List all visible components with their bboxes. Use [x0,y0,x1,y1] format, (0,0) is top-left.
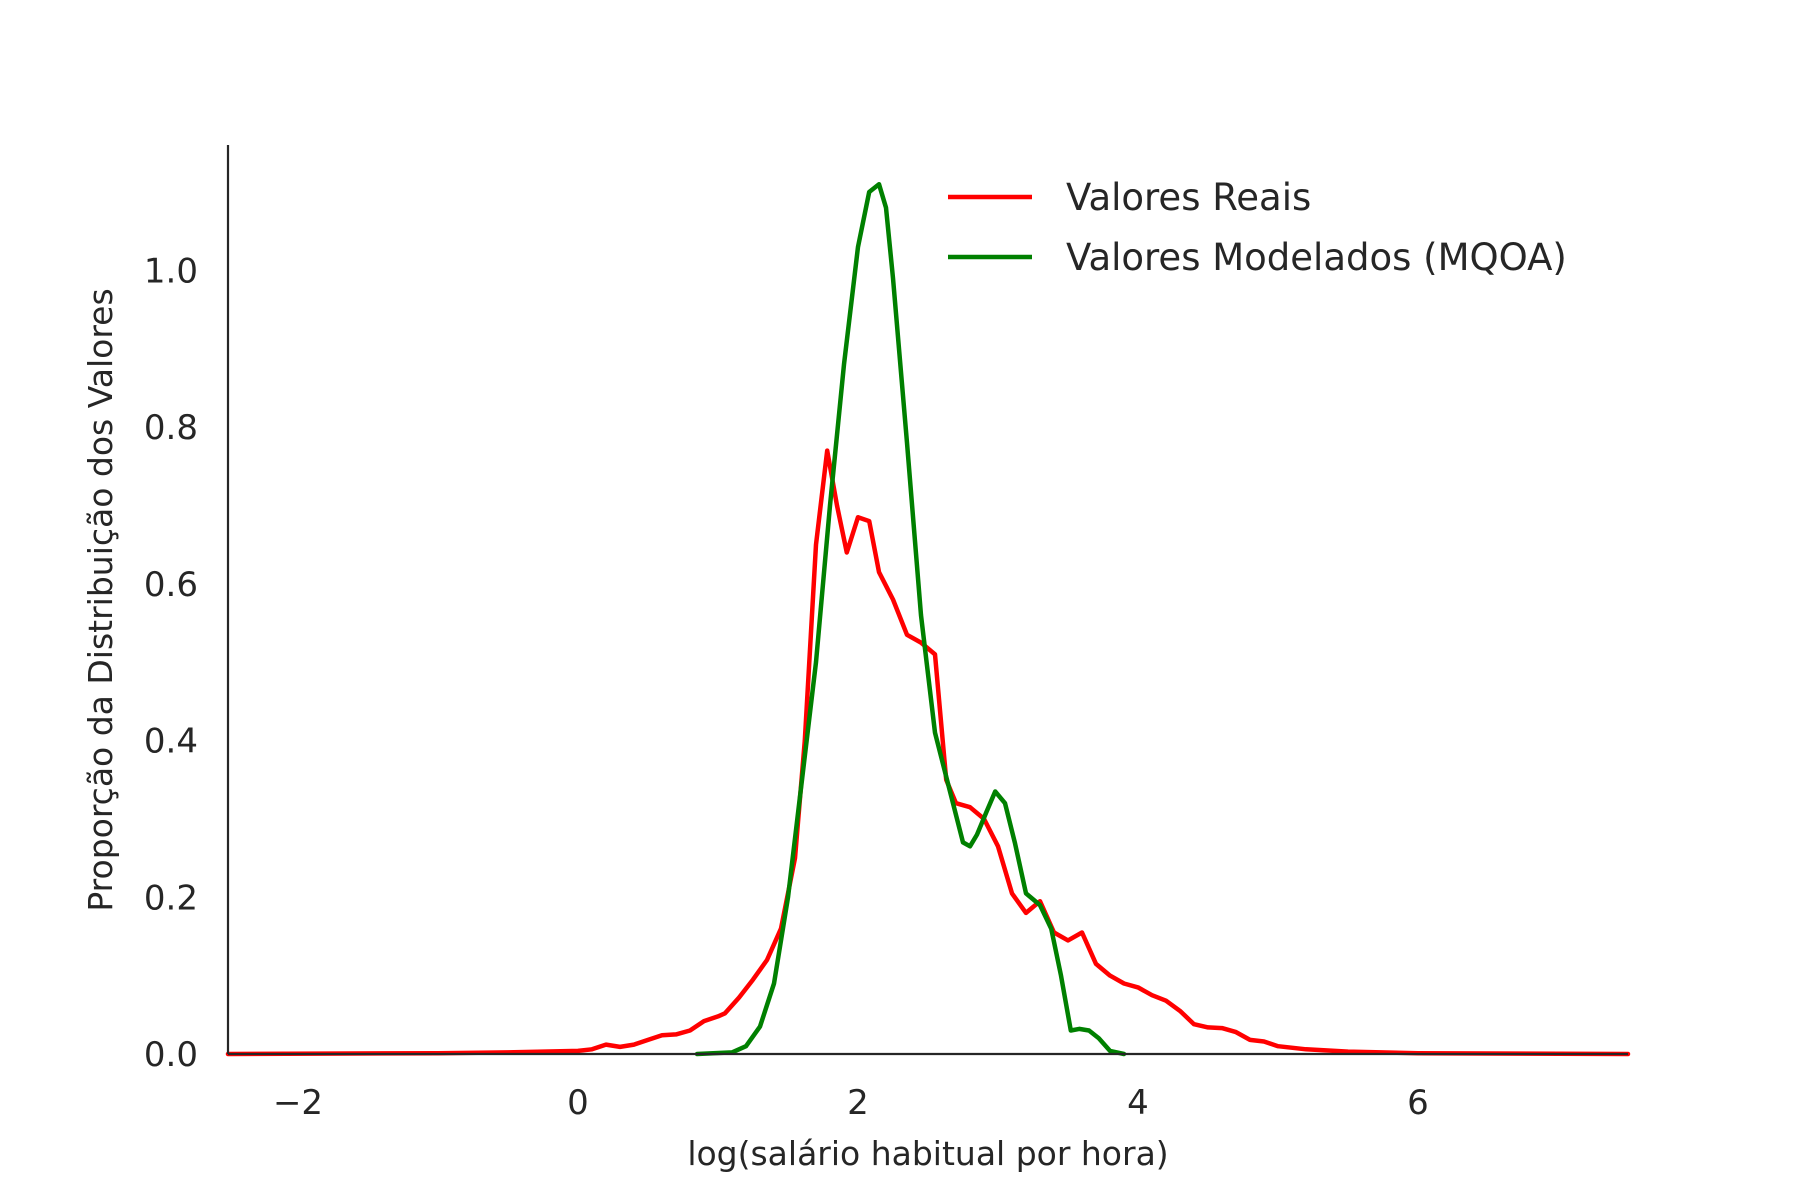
legend-label: Valores Modelados (MQOA) [1066,236,1567,279]
legend-label: Valores Reais [1066,176,1311,219]
x-axis-label: log(salário habitual por hora) [687,1134,1168,1173]
x-tick-labels: −2 0 2 4 6 [273,1083,1429,1123]
y-axis-label: Proporção da Distribuição dos Valores [81,288,120,911]
y-tick-label: 0.4 [144,722,198,762]
y-tick-label: 0.8 [144,408,198,448]
x-tick-label: 2 [847,1083,869,1123]
y-tick-label: 0.0 [144,1035,198,1075]
x-tick-label: −2 [273,1083,323,1123]
series-line-1 [225,448,1631,1057]
y-tick-label: 0.6 [144,565,198,605]
legend: Valores Reais Valores Modelados (MQOA) [948,176,1567,279]
y-tick-label: 0.2 [144,878,198,918]
x-tick-label: 4 [1127,1083,1149,1123]
series-line-2 [694,181,1127,1057]
y-tick-labels: 0.0 0.2 0.4 0.6 0.8 1.0 [144,251,198,1075]
series-layer [225,181,1631,1057]
x-tick-label: 6 [1407,1083,1429,1123]
x-tick-label: 0 [567,1083,589,1123]
y-tick-label: 1.0 [144,251,198,291]
